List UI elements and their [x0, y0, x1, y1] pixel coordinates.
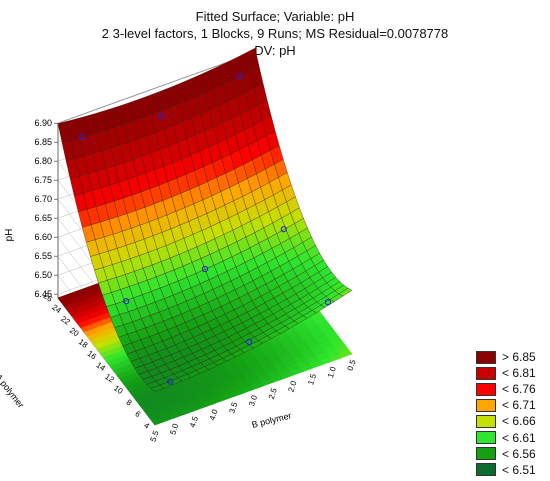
observed-point — [324, 299, 331, 306]
legend-swatch — [476, 398, 496, 412]
surface-cell — [150, 384, 165, 393]
legend-label: < 6.71 — [502, 398, 536, 413]
legend-label: < 6.51 — [502, 462, 536, 477]
y-tick-label: 0.5 — [346, 358, 358, 372]
fitted-surface — [57, 47, 353, 393]
legend-entry: < 6.76 — [476, 381, 536, 397]
chart-titles: Fitted Surface; Variable: pH 2 3-level f… — [0, 8, 550, 59]
y-tick-label: 4.5 — [188, 415, 200, 429]
legend-label: < 6.56 — [502, 446, 536, 461]
y-tick-label: 3.0 — [247, 394, 259, 408]
z-tick-label: 6.45 — [34, 289, 52, 299]
x-tick-label: 12 — [103, 372, 116, 385]
x-tick-label: 14 — [94, 360, 107, 373]
y-tick-label: 3.5 — [227, 401, 239, 415]
x-tick-label: 22 — [59, 314, 72, 327]
observed-point — [123, 298, 130, 305]
x-tick-label: 24 — [50, 303, 63, 316]
y-tick-label: 2.5 — [267, 386, 279, 400]
observed-point — [167, 378, 174, 385]
z-tick-label: 6.55 — [34, 251, 52, 261]
chart-title: Fitted Surface; Variable: pH — [195, 9, 355, 24]
y-tick-label: 4.0 — [208, 408, 220, 422]
axis-ticks: 6.45 6.50 6.55 6.60 6.65 6.70 6.75 6.80 6.85 6.90… — [34, 118, 357, 443]
x-tick-label: 6 — [133, 409, 142, 419]
y-tick-label: 5.5 — [149, 429, 161, 443]
z-axis-label: pH — [4, 229, 15, 242]
legend-entry: < 6.66 — [476, 413, 536, 429]
legend-label: > 6.85 — [502, 350, 536, 365]
chart-subtitle: 2 3-level factors, 1 Blocks, 9 Runs; MS … — [101, 26, 449, 41]
legend-entry: < 6.81 — [476, 365, 536, 381]
observed-point — [157, 113, 165, 120]
legend-label: < 6.66 — [502, 414, 536, 429]
z-tick-label: 6.50 — [34, 270, 52, 280]
legend-swatch — [476, 431, 496, 445]
z-tick-label: 6.70 — [34, 194, 52, 204]
chart-dv-label: DV: pH — [254, 43, 296, 58]
floor-cell — [57, 294, 72, 303]
observed-point — [201, 265, 209, 273]
legend-entry: < 6.56 — [476, 446, 536, 462]
x-tick-label: 10 — [112, 384, 125, 397]
observed-point — [79, 133, 86, 141]
observed-point — [245, 338, 253, 346]
legend-swatch — [476, 366, 496, 380]
z-tick-label: 6.60 — [34, 232, 52, 242]
x-tick-label: 8 — [125, 398, 134, 408]
z-tick-label: 6.90 — [34, 118, 52, 128]
legend-entry: < 6.51 — [476, 462, 536, 478]
legend-entry: < 6.61 — [476, 429, 536, 445]
legend-swatch — [476, 382, 496, 396]
x-tick-label: 20 — [68, 326, 81, 339]
legend-label: < 6.61 — [502, 430, 536, 445]
legend-swatch — [476, 350, 496, 364]
x-tick-label: 4 — [142, 421, 151, 431]
y-axis-label: B polymer — [251, 410, 293, 430]
legend-label: < 6.76 — [502, 382, 536, 397]
x-axis-label: A polymer — [0, 372, 26, 410]
legend-entry: < 6.71 — [476, 397, 536, 413]
z-tick-label: 6.80 — [34, 156, 52, 166]
x-tick-label: 18 — [77, 337, 90, 350]
z-tick-label: 6.85 — [34, 137, 52, 147]
observed-points — [79, 73, 331, 385]
legend-swatch — [476, 447, 496, 461]
y-tick-label: 1.5 — [306, 372, 318, 386]
y-tick-label: 2.0 — [287, 379, 299, 393]
legend-label: < 6.81 — [502, 366, 536, 381]
legend-swatch — [476, 414, 496, 428]
y-tick-label: 1.0 — [326, 365, 338, 379]
legend: > 6.85 < 6.81 < 6.76 < 6.71 < 6.66 < 6.61 < 6.… — [476, 349, 536, 478]
observed-point — [280, 226, 287, 233]
observed-point — [236, 73, 243, 80]
z-tick-label: 6.65 — [34, 213, 52, 223]
z-tick-label: 6.75 — [34, 175, 52, 185]
x-tick-label: 16 — [86, 349, 99, 362]
legend-entry: > 6.85 — [476, 349, 536, 365]
y-tick-label: 5.0 — [168, 422, 180, 436]
legend-swatch — [476, 463, 496, 477]
